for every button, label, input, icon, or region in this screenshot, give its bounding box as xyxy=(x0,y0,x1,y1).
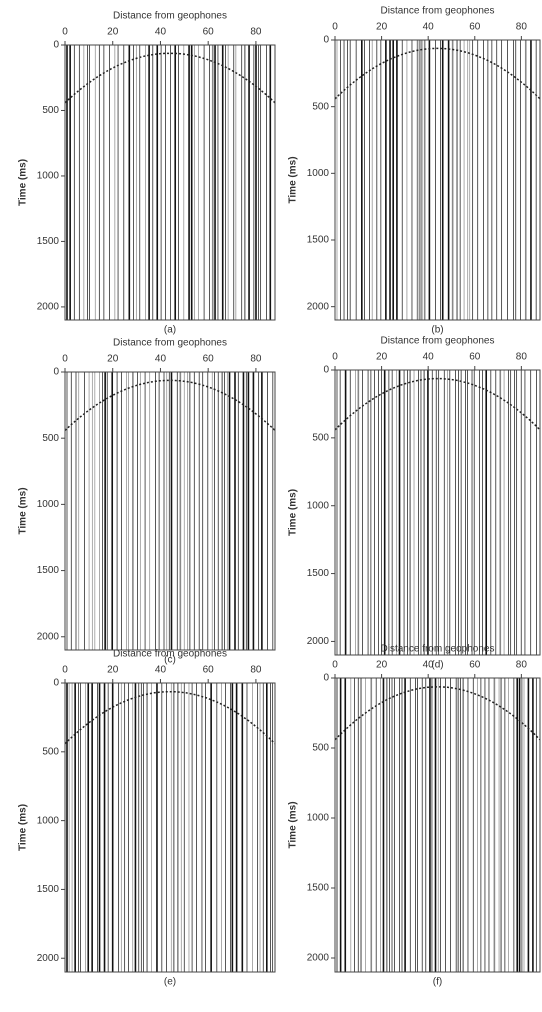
y-tick-label: 0 xyxy=(323,673,329,684)
x-tick-label: 40 xyxy=(155,665,167,676)
x-tick-label: 60 xyxy=(203,27,215,38)
plot-frame xyxy=(64,44,276,321)
x-axis-title: Distance from geophones xyxy=(381,644,495,655)
x-axis-title: Distance from geophones xyxy=(113,338,227,349)
reflection xyxy=(335,686,540,741)
x-tick-label: 40 xyxy=(423,22,435,33)
caption: (c) xyxy=(164,655,176,666)
x-tick-label: 20 xyxy=(376,660,388,671)
y-tick-label: 1500 xyxy=(307,883,330,894)
traces xyxy=(335,40,540,320)
caption: (e) xyxy=(164,977,176,988)
y-tick-label: 0 xyxy=(53,367,59,378)
x-tick-label: 20 xyxy=(107,665,119,676)
traces xyxy=(335,678,540,972)
y-tick-label: 500 xyxy=(312,101,329,112)
y-tick-label: 2000 xyxy=(37,631,60,642)
y-tick-label: 1000 xyxy=(37,815,60,826)
plot-frame xyxy=(64,682,276,973)
x-tick-label: 40 xyxy=(423,352,435,363)
caption: (b) xyxy=(431,325,443,336)
x-tick-label: 40 xyxy=(155,27,167,38)
x-tick-label: 60 xyxy=(203,354,215,365)
x-tick-label: 80 xyxy=(516,352,528,363)
x-tick-label: 0 xyxy=(62,665,68,676)
y-tick-label: 1500 xyxy=(307,235,330,246)
y-axis-title: Time (ms) xyxy=(288,156,299,203)
y-tick-label: 1500 xyxy=(37,565,60,576)
y-tick-label: 0 xyxy=(53,678,59,689)
x-tick-label: 60 xyxy=(469,352,481,363)
x-tick-label: 60 xyxy=(203,665,215,676)
y-axis-title: Time (ms) xyxy=(18,487,29,534)
x-tick-label: 0 xyxy=(62,354,68,365)
x-axis-title: Distance from geophones xyxy=(381,6,495,17)
x-tick-label: 0 xyxy=(332,22,338,33)
x-tick-label: 0 xyxy=(332,660,338,671)
x-tick-label: 80 xyxy=(250,665,262,676)
x-tick-label: 80 xyxy=(516,22,528,33)
traces xyxy=(65,372,275,650)
x-tick-label: 80 xyxy=(250,27,262,38)
y-tick-label: 1500 xyxy=(37,236,60,247)
y-tick-label: 2000 xyxy=(37,302,60,313)
y-tick-label: 1500 xyxy=(307,568,330,579)
y-tick-label: 0 xyxy=(53,40,59,51)
x-tick-label: 20 xyxy=(107,27,119,38)
y-tick-label: 1500 xyxy=(37,884,60,895)
y-tick-label: 1000 xyxy=(37,499,60,510)
y-tick-label: 1000 xyxy=(307,813,330,824)
y-axis-title: Time (ms) xyxy=(288,801,299,848)
x-tick-label: 20 xyxy=(376,22,388,33)
y-tick-label: 2000 xyxy=(307,953,330,964)
y-tick-label: 2000 xyxy=(307,636,330,647)
y-tick-label: 2000 xyxy=(37,953,60,964)
y-tick-label: 500 xyxy=(42,746,59,757)
y-tick-label: 1000 xyxy=(37,171,60,182)
reflection xyxy=(65,690,275,745)
x-tick-label: 40 xyxy=(423,660,435,671)
plot-frame xyxy=(64,371,276,651)
x-axis-title: Distance from geophones xyxy=(113,649,227,660)
y-tick-label: 0 xyxy=(323,35,329,46)
reflection xyxy=(335,377,540,431)
y-tick-label: 0 xyxy=(323,365,329,376)
plot-frame xyxy=(334,369,541,656)
x-tick-label: 0 xyxy=(332,352,338,363)
plot-frame xyxy=(334,39,541,321)
plot-frame xyxy=(334,677,541,973)
y-tick-label: 2000 xyxy=(307,301,330,312)
x-axis-title: Distance from geophones xyxy=(113,11,227,22)
x-tick-label: 80 xyxy=(250,354,262,365)
traces xyxy=(335,370,540,655)
y-tick-label: 1000 xyxy=(307,500,330,511)
y-tick-label: 500 xyxy=(312,432,329,443)
y-tick-label: 500 xyxy=(42,105,59,116)
y-axis-title: Time (ms) xyxy=(288,489,299,536)
caption: (d) xyxy=(431,660,443,671)
caption: (f) xyxy=(433,977,442,988)
reflection xyxy=(65,52,275,104)
x-tick-label: 20 xyxy=(107,354,119,365)
y-tick-label: 500 xyxy=(312,743,329,754)
caption: (a) xyxy=(164,325,176,336)
y-axis-title: Time (ms) xyxy=(18,804,29,851)
x-tick-label: 80 xyxy=(516,660,528,671)
y-tick-label: 500 xyxy=(42,433,59,444)
x-tick-label: 20 xyxy=(376,352,388,363)
y-tick-label: 1000 xyxy=(307,168,330,179)
x-tick-label: 0 xyxy=(62,27,68,38)
y-axis-title: Time (ms) xyxy=(18,159,29,206)
x-tick-label: 40 xyxy=(155,354,167,365)
reflection xyxy=(65,379,275,431)
reflection xyxy=(335,47,540,100)
traces xyxy=(65,45,275,320)
x-axis-title: Distance from geophones xyxy=(381,336,495,347)
x-tick-label: 60 xyxy=(469,22,481,33)
x-tick-label: 60 xyxy=(469,660,481,671)
traces xyxy=(65,683,275,972)
